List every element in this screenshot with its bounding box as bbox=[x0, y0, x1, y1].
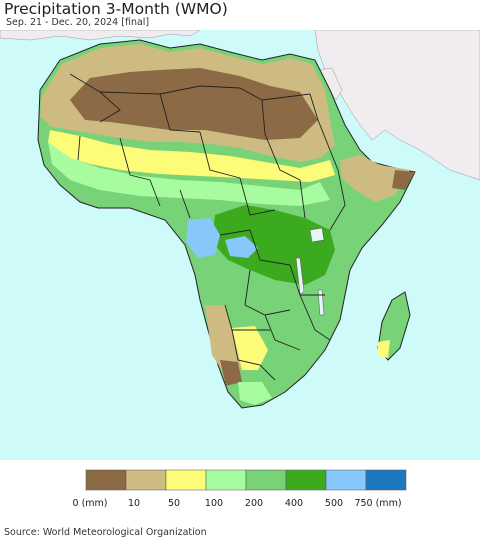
precipitation-legend: 0 (mm) 10 50 100 200 400 500 750 (mm) bbox=[73, 469, 407, 509]
map-title: Precipitation 3-Month (WMO) bbox=[4, 0, 228, 18]
legend-label: 500 bbox=[325, 498, 343, 509]
lake-tanganyika bbox=[295, 257, 305, 295]
legend-swatch bbox=[85, 469, 127, 491]
legend-label: 50 bbox=[168, 498, 180, 509]
congo-wet bbox=[225, 236, 258, 258]
sahel-band bbox=[48, 130, 335, 182]
legend-label: 400 bbox=[285, 498, 303, 509]
horn-tip-dry bbox=[392, 170, 415, 190]
africa-precipitation-map bbox=[0, 30, 480, 460]
source-caption: Source: World Meteorological Organizatio… bbox=[4, 527, 207, 538]
legend-swatch bbox=[285, 469, 327, 491]
legend-swatch bbox=[165, 469, 207, 491]
lake-victoria bbox=[309, 227, 325, 243]
legend-label: 750 (mm) bbox=[354, 498, 401, 509]
map-subtitle: Sep. 21 - Dec. 20, 2024 [final] bbox=[6, 17, 150, 28]
legend-swatches bbox=[85, 469, 407, 491]
legend-labels: 0 (mm) 10 50 100 200 400 500 750 (mm) bbox=[73, 498, 402, 509]
legend-label: 10 bbox=[128, 498, 140, 509]
madagascar-dry bbox=[378, 340, 390, 358]
horn-dry-zone bbox=[340, 155, 410, 202]
sahara-driest-zone bbox=[70, 68, 318, 140]
west-coast-wet bbox=[186, 218, 220, 258]
sahel-light-green bbox=[48, 142, 330, 206]
country-borders bbox=[69, 73, 346, 381]
legend-swatch bbox=[365, 469, 407, 491]
legend-label: 200 bbox=[245, 498, 263, 509]
legend-swatch bbox=[245, 469, 287, 491]
legend-label: 0 (mm) bbox=[73, 498, 108, 509]
legend-swatch bbox=[125, 469, 167, 491]
europe-land bbox=[0, 30, 201, 41]
east-africa-wet-strip bbox=[290, 240, 312, 280]
southern-africa-yellow bbox=[232, 326, 268, 370]
south-coast bbox=[238, 382, 272, 405]
namibia-dry bbox=[220, 360, 242, 386]
legend-label: 100 bbox=[205, 498, 223, 509]
lake-malawi bbox=[317, 289, 325, 316]
legend-swatch bbox=[205, 469, 247, 491]
legend-swatch bbox=[325, 469, 367, 491]
